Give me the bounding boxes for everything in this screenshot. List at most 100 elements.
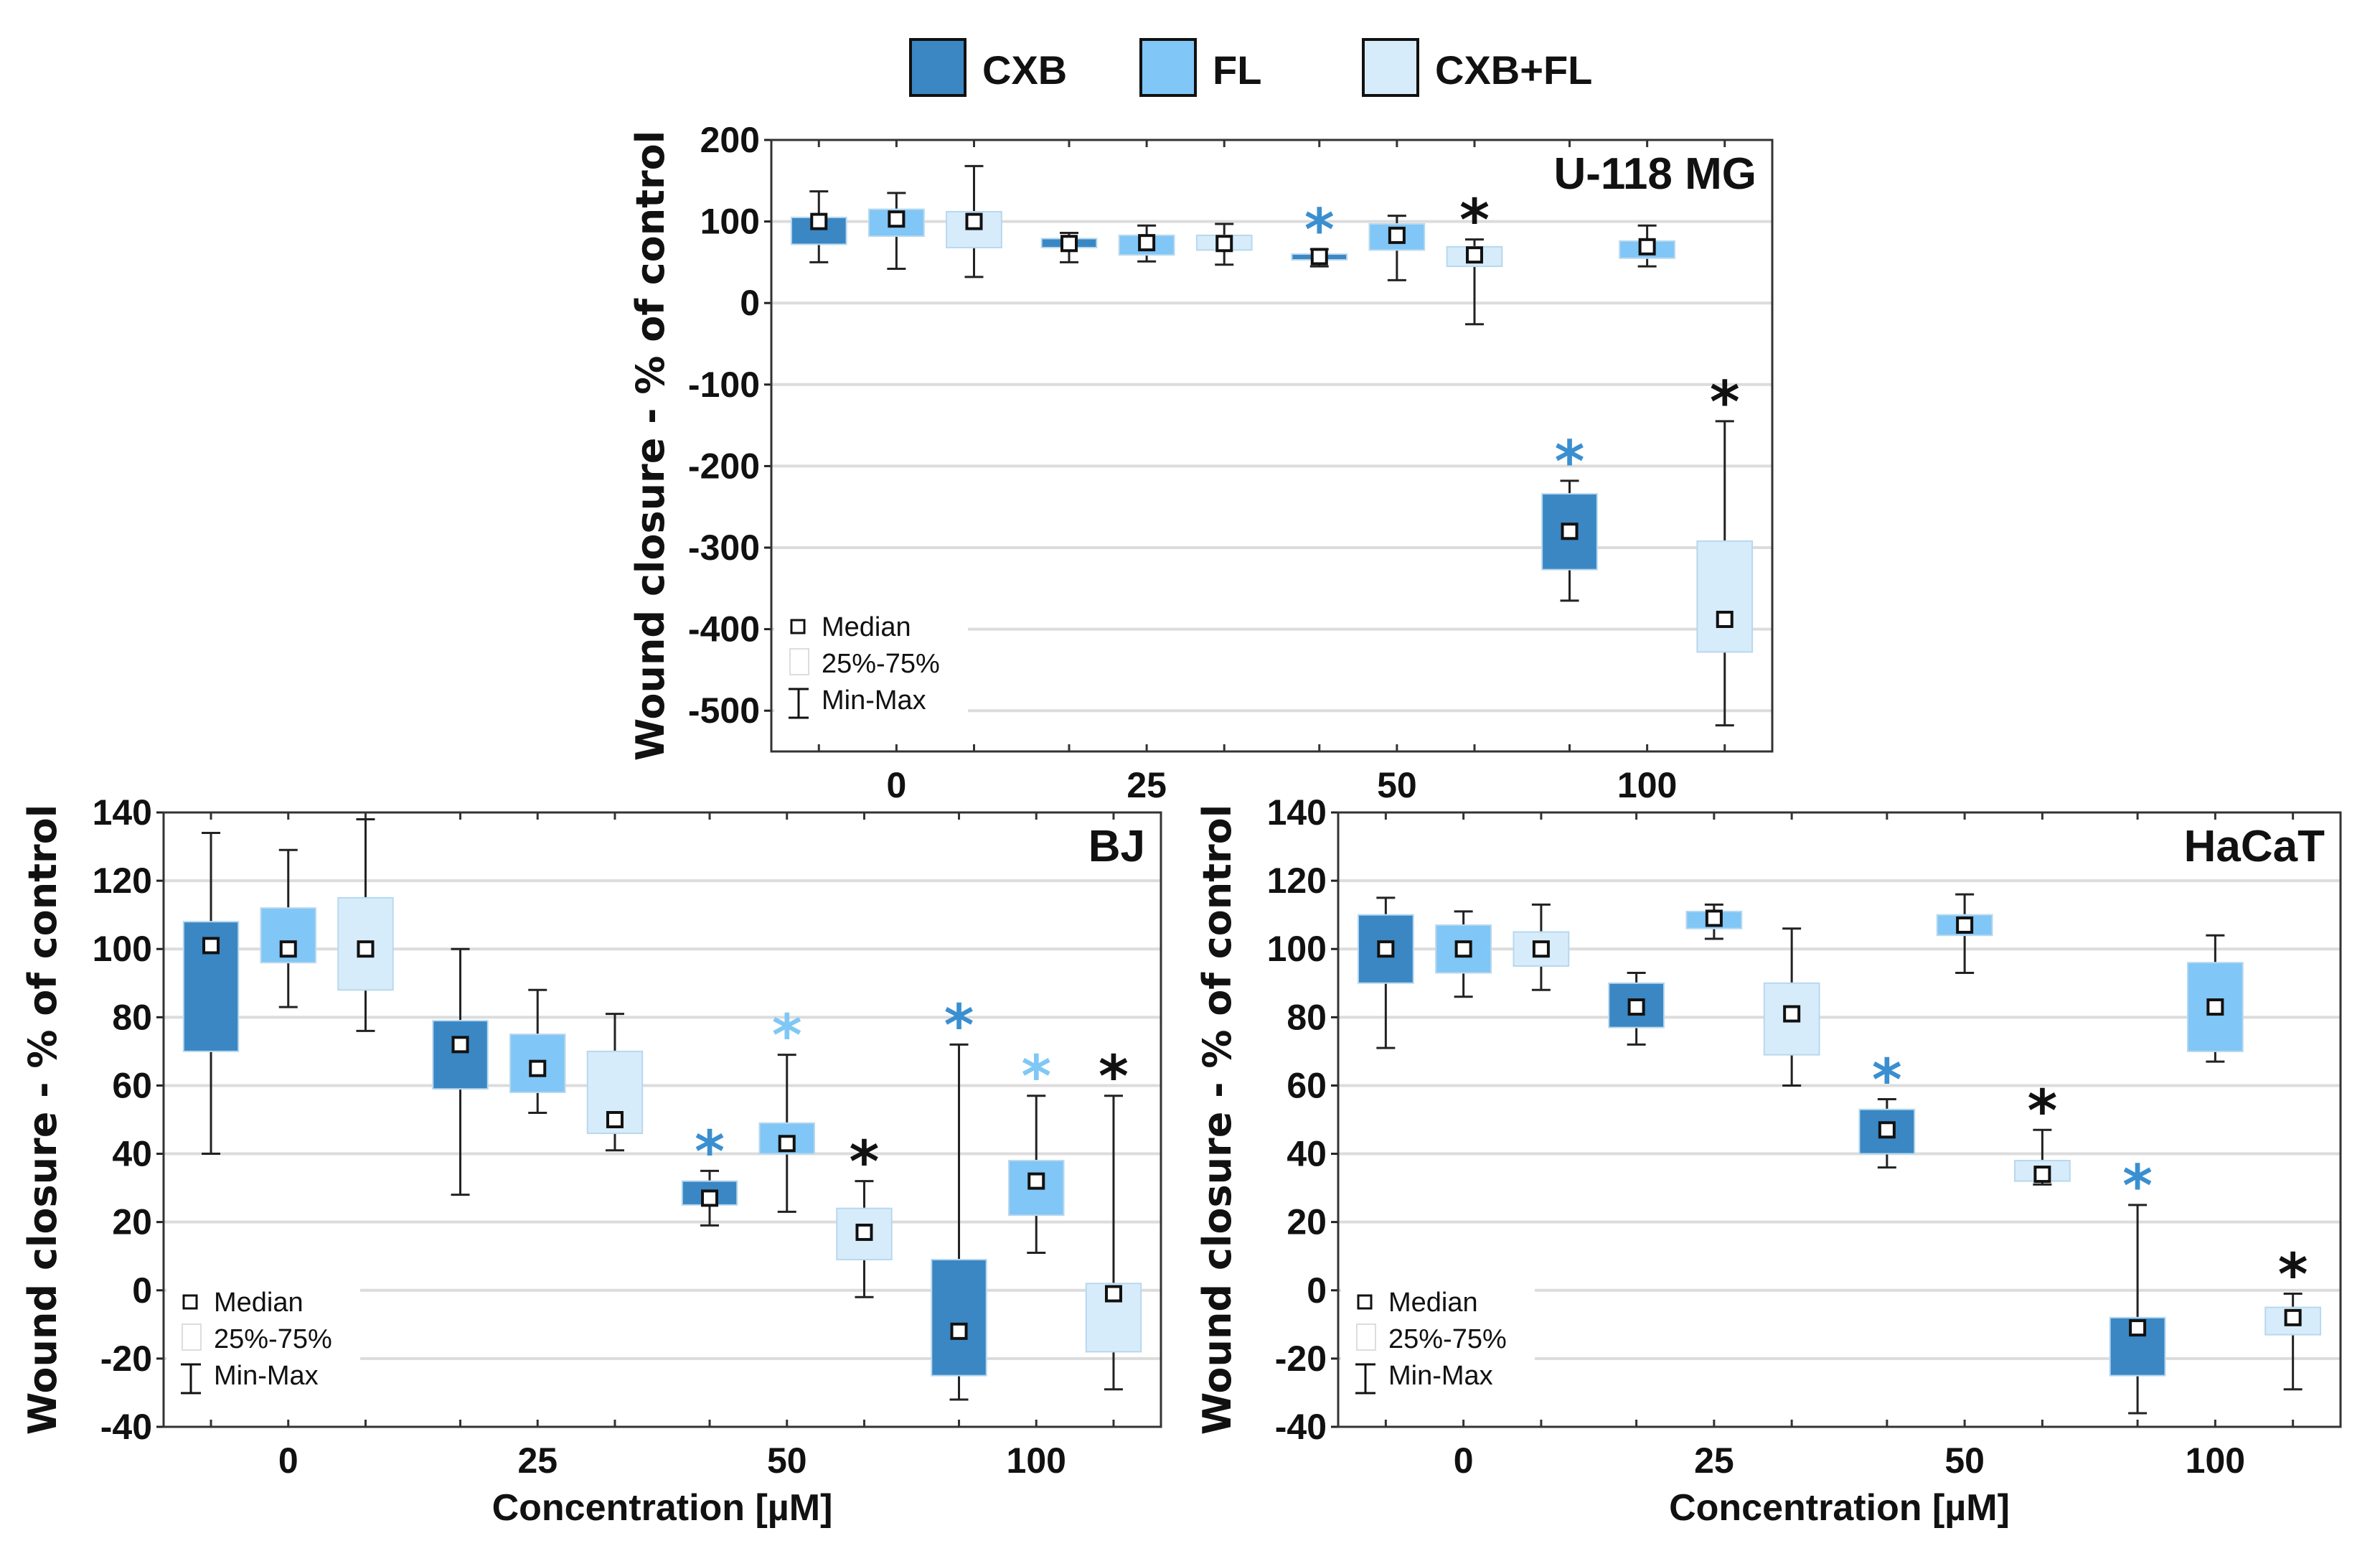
chart-title: HaCaT xyxy=(2184,822,2325,871)
y-tick-label: -500 xyxy=(688,690,760,731)
median-marker xyxy=(1060,235,1078,253)
box-fl-25 xyxy=(1118,224,1175,263)
y-tick-label: -100 xyxy=(688,365,760,405)
median-legend-label: Median xyxy=(1388,1288,1478,1318)
box-legend-label: 25%-75% xyxy=(822,649,940,679)
box-cxb-fl-25 xyxy=(1195,222,1253,266)
y-tick-label: -20 xyxy=(100,1339,152,1379)
significance-asterisk: * xyxy=(850,1129,880,1196)
box-cxb-25 xyxy=(1040,232,1098,263)
y-axis-label: Wound closure - % of control xyxy=(20,805,65,1435)
box-fl-100: * xyxy=(1008,1044,1065,1254)
significance-asterisk: * xyxy=(1099,1044,1129,1110)
significance-asterisk: * xyxy=(772,1003,802,1069)
iqr-box xyxy=(432,1020,489,1090)
x-tick-label: 100 xyxy=(1007,1440,1066,1481)
box-legend-icon xyxy=(1356,1323,1376,1351)
y-tick-label: 40 xyxy=(112,1134,152,1174)
median-marker xyxy=(1310,248,1328,266)
box-fl-50 xyxy=(1936,893,1993,975)
legend-swatch-fl xyxy=(1139,38,1197,97)
significance-asterisk: * xyxy=(1555,428,1585,495)
box-cxb-50: * xyxy=(1858,1046,1916,1169)
box-cxb-fl-50: * xyxy=(836,1129,893,1298)
y-axis-label: Wound closure - % of control xyxy=(1195,805,1240,1435)
median-marker xyxy=(1377,940,1395,958)
median-marker xyxy=(1215,235,1233,253)
whisker-legend-label: Min-Max xyxy=(1388,1361,1493,1391)
y-tick-label: 140 xyxy=(1267,792,1327,833)
median-marker xyxy=(529,1059,547,1077)
y-tick-label: 200 xyxy=(700,120,760,160)
whisker-legend-icon xyxy=(1355,1363,1375,1395)
median-marker xyxy=(1716,610,1734,628)
median-marker xyxy=(1388,226,1406,244)
x-tick-label: 50 xyxy=(1944,1440,1985,1481)
y-tick-label: -200 xyxy=(688,446,760,486)
y-tick-label: 20 xyxy=(112,1202,152,1242)
plot-frame xyxy=(770,139,1774,753)
y-tick-label: 120 xyxy=(1267,861,1327,901)
x-tick-label: 0 xyxy=(1454,1440,1474,1481)
median-marker xyxy=(855,1223,873,1241)
box-legend-icon xyxy=(789,648,809,675)
significance-asterisk: * xyxy=(695,1118,725,1185)
x-tick-label: 0 xyxy=(886,765,906,805)
y-tick-label: 100 xyxy=(93,929,152,969)
significance-asterisk: * xyxy=(2278,1242,2308,1308)
legend-label: CXB+FL xyxy=(1435,47,1592,93)
x-tick-label: 25 xyxy=(517,1440,558,1481)
y-tick-label: 20 xyxy=(1287,1202,1327,1242)
median-marker xyxy=(1532,940,1550,958)
whisker-legend-label: Min-Max xyxy=(214,1361,319,1391)
y-tick-label: -40 xyxy=(1275,1407,1327,1447)
iqr-box xyxy=(931,1258,987,1377)
box-cxb-25 xyxy=(1608,972,1665,1046)
box-fl-0 xyxy=(1435,910,1492,998)
whisker-legend-icon xyxy=(789,688,809,719)
median-marker xyxy=(357,940,375,958)
chart-title: U-118 MG xyxy=(1553,149,1756,199)
box-cxb-0 xyxy=(790,190,847,263)
box-cxb-50: * xyxy=(1291,197,1348,268)
legend-label: CXB xyxy=(982,47,1067,93)
box-cxb-100: * xyxy=(1541,428,1598,602)
y-tick-label: 40 xyxy=(1287,1134,1327,1174)
box-cxb-fl-100: * xyxy=(1085,1044,1142,1391)
y-tick-label: 0 xyxy=(1307,1270,1327,1311)
significance-asterisk: * xyxy=(1459,187,1490,254)
significance-asterisk: * xyxy=(944,992,974,1059)
median-marker xyxy=(1638,238,1656,256)
chart-hacat: 140 120 100 80 60 40 20 0 -20 -40 0 25 50 100 Wound cl… xyxy=(1195,792,2342,1529)
box-fl-50: * xyxy=(758,1003,815,1213)
series-legend: CXB FL CXB+FL xyxy=(909,38,1592,97)
significance-asterisk: * xyxy=(1710,369,1740,436)
legend-swatch-cxb-fl xyxy=(1362,38,1419,97)
box-cxb-100: * xyxy=(931,992,987,1401)
y-tick-label: -300 xyxy=(688,528,760,568)
whisker-legend-label: Min-Max xyxy=(822,685,926,716)
box-cxb-fl-25 xyxy=(586,1013,644,1152)
x-tick-label: 0 xyxy=(278,1440,298,1481)
y-tick-label: 80 xyxy=(112,997,152,1037)
x-axis-label: Concentration [µM] xyxy=(492,1487,833,1529)
chart-bj: 140 120 100 80 60 40 20 0 -20 -40 0 25 50 100 Wound cl… xyxy=(20,792,1162,1529)
box-cxb-fl-100: * xyxy=(1696,369,1754,727)
box-legend-label: 25%-75% xyxy=(1388,1324,1507,1354)
y-tick-label: 140 xyxy=(93,792,152,833)
box-cxb-fl-50: * xyxy=(2013,1077,2071,1186)
y-tick-label: -20 xyxy=(1275,1339,1327,1379)
median-marker xyxy=(451,1036,469,1054)
median-marker xyxy=(965,212,983,230)
median-marker xyxy=(1627,998,1645,1016)
median-marker xyxy=(810,212,828,230)
significance-asterisk: * xyxy=(1872,1046,1902,1113)
x-tick-label: 25 xyxy=(1126,765,1167,805)
box-cxb-25 xyxy=(432,947,489,1196)
box-cxb-fl-25 xyxy=(1763,927,1820,1087)
box-cxb-0 xyxy=(182,832,240,1156)
chart-u118mg: 200 100 0 -100 -200 -300 -400 -500 0 25 50 100 Wound… xyxy=(628,120,1774,805)
box-cxb-fl-50: * xyxy=(1446,187,1503,326)
box-cxb-100: * xyxy=(2109,1153,2166,1415)
legend-swatch-cxb xyxy=(909,38,966,97)
